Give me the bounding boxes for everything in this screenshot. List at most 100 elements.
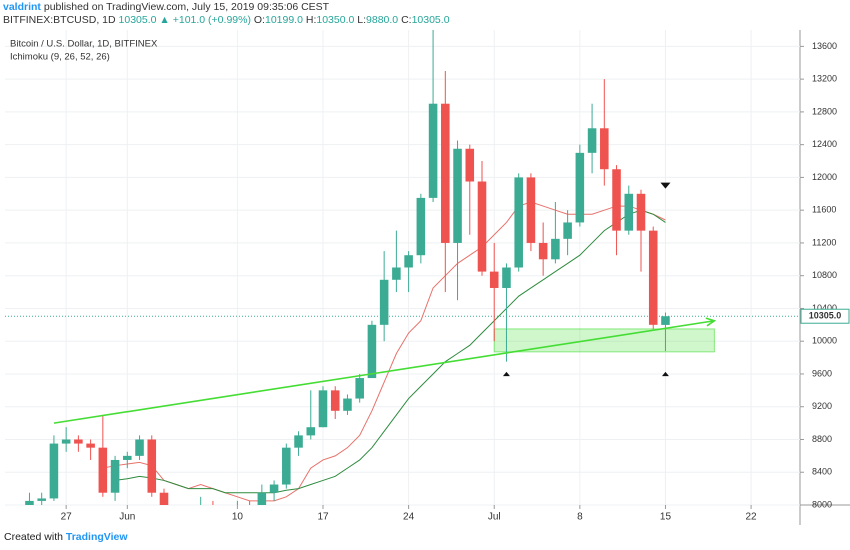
candle-body	[636, 193, 646, 231]
footer: Created with TradingView	[4, 531, 128, 543]
candle-body	[306, 427, 316, 436]
candle-body	[600, 128, 609, 170]
candle-body	[294, 435, 303, 448]
candle-body	[392, 267, 401, 280]
candle-body	[612, 169, 621, 231]
candle-body	[221, 509, 230, 529]
x-tick-label: 17	[317, 512, 329, 523]
author: valdrint	[3, 1, 41, 13]
candle-body	[587, 128, 597, 153]
y-tick-label: 9600	[812, 368, 832, 378]
candle-body	[551, 238, 560, 260]
grid	[5, 30, 800, 506]
indicator-line	[115, 209, 666, 494]
candle-body	[86, 443, 95, 448]
y-tick-label: 8800	[812, 434, 832, 444]
ohlc-value: 9880.0	[366, 14, 399, 26]
y-tick-label: 11600	[812, 205, 836, 215]
candle-body	[563, 222, 572, 239]
published: published on TradingView.com, July 15, 2…	[43, 1, 330, 13]
candle-body	[74, 439, 83, 444]
candle-body	[135, 439, 144, 456]
candle-body	[648, 230, 658, 325]
y-tick-label: 9200	[812, 401, 832, 411]
x-tick-label: 15	[660, 512, 672, 523]
indicator-line	[102, 201, 666, 502]
candle-body	[196, 505, 205, 517]
ohlc-value: 10350.0	[316, 14, 355, 26]
candle-body	[110, 459, 120, 493]
candle-body	[257, 492, 267, 505]
footer-brand: TradingView	[65, 531, 128, 543]
x-tick-label: 10	[232, 512, 244, 523]
trendline	[53, 319, 715, 424]
y-tick-label: 10400	[812, 303, 837, 313]
y-tick-label: 12800	[812, 106, 837, 116]
last-price-box	[800, 308, 850, 324]
ohlc-label: L:	[357, 14, 367, 26]
candle-body	[25, 500, 34, 505]
candle-body	[538, 242, 548, 260]
trendline-arrow	[705, 317, 717, 327]
candle-body	[453, 148, 462, 243]
candle-body	[330, 390, 340, 411]
candle-body	[661, 316, 670, 325]
candle-body	[49, 443, 59, 499]
x-tick-label: 22	[746, 512, 758, 523]
change: ▲ +101.0 (+0.99%)	[159, 14, 251, 26]
ohlc-label: O:	[253, 14, 265, 26]
y-tick-label: 8400	[812, 467, 832, 477]
support-zone	[493, 328, 715, 353]
candle-body	[209, 505, 218, 509]
header: valdrint published on TradingView.com, J…	[3, 1, 450, 27]
candle-body	[282, 447, 291, 485]
ohlc-label: C:	[401, 14, 412, 26]
candle-body	[404, 255, 413, 268]
chart-title: Bitcoin / U.S. Dollar, 1D, BITFINEX	[10, 39, 158, 50]
candle-body	[514, 177, 523, 268]
price: 10305.0	[118, 14, 157, 26]
x-tick-label: Jun	[119, 512, 135, 523]
candle-body	[159, 492, 169, 505]
candle-body	[61, 439, 71, 444]
candle-body	[269, 484, 279, 493]
publish-line: valdrint published on TradingView.com, J…	[3, 1, 450, 14]
candle-body	[428, 103, 438, 198]
marker	[660, 182, 671, 189]
candle-body	[147, 439, 157, 493]
candle-body	[489, 271, 499, 288]
candle-body	[172, 521, 181, 529]
y-tick-label: 10800	[812, 270, 837, 280]
symbol-line: BITFINEX:BTCUSD, 1D 10305.0 ▲ +101.0 (+0…	[3, 14, 450, 27]
footer-text: Created with	[4, 531, 63, 543]
x-tick-label: 24	[403, 512, 415, 523]
candle-body	[624, 193, 634, 231]
candle-body	[123, 455, 132, 460]
candle-body	[575, 152, 585, 223]
candle-body	[441, 103, 450, 243]
symbol: BITFINEX:BTCUSD, 1D	[3, 14, 116, 26]
y-tick-label: 13600	[812, 41, 837, 51]
ohlc-value: 10199.0	[264, 14, 303, 26]
y-tick-label: 11200	[812, 237, 836, 247]
candle-body	[37, 498, 46, 501]
y-tick-label: 10000	[812, 336, 837, 346]
candle-body	[367, 324, 377, 379]
candle-body	[416, 197, 426, 256]
candle-body	[465, 148, 475, 182]
candle-body	[343, 398, 352, 411]
candle-body	[477, 181, 487, 272]
candle-body	[318, 390, 328, 428]
plot	[5, 30, 800, 529]
y-tick-label: 12400	[812, 139, 837, 149]
x-tick-label: 8	[577, 512, 583, 523]
candle-body	[355, 378, 364, 399]
candle-body	[526, 177, 536, 243]
ohlc: O:10199.0 H:10350.0 L:9880.0 C:10305.0	[254, 14, 450, 26]
candle-body	[184, 517, 193, 521]
indicator-label: Ichimoku (9, 26, 52, 26)	[10, 52, 110, 63]
axes: 8000 8400 8800 9200 9600 10000 10400 10800 11200…	[61, 41, 850, 523]
x-tick-label: Jul	[488, 512, 501, 523]
last-price-label: 10305.0	[809, 311, 842, 321]
